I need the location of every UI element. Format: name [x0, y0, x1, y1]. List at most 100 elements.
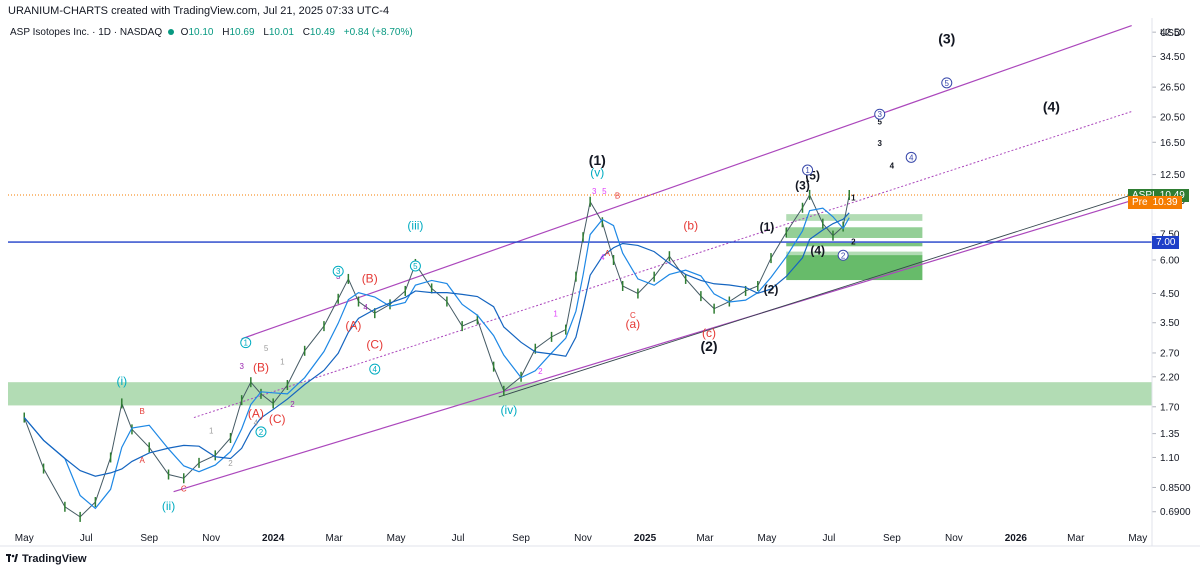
wave-label: 1 [851, 194, 856, 203]
support-zone [786, 227, 923, 238]
y-tick-label: 26.50 [1160, 83, 1185, 94]
support-zone [786, 251, 923, 257]
circled-wave-marker [409, 260, 421, 272]
circled-wave-label: 2 [841, 251, 846, 260]
wave-label: A [605, 249, 611, 258]
wave-label: (3) [938, 31, 955, 47]
y-tick-label: 1.10 [1160, 453, 1180, 464]
channel-lower-line [173, 199, 1132, 493]
tradingview-brand: TradingView [6, 553, 87, 565]
circled-wave-label: 3 [877, 110, 882, 119]
price-tag: 7.00 [1152, 236, 1180, 249]
close-price-line [23, 193, 850, 518]
wave-label: C [630, 311, 636, 320]
wave-label: (4) [810, 243, 825, 257]
x-tick-label: Mar [696, 533, 714, 544]
y-tick-label: 1.35 [1160, 429, 1180, 440]
y-tick-label: 2.70 [1160, 348, 1180, 359]
y-tick-label: 16.50 [1160, 138, 1185, 149]
wave-label: B [615, 191, 620, 200]
wave-label: C [181, 485, 187, 494]
wave-label: 3 [592, 187, 597, 196]
open-value: 10.10 [188, 27, 214, 38]
close-label: C [302, 27, 310, 38]
status-dot-icon [167, 29, 174, 35]
wave-label: 2 [228, 459, 233, 468]
wave-label: (A) [248, 407, 264, 421]
wave-label: (iii) [407, 218, 423, 232]
price-series [23, 189, 850, 522]
wave-label: 5 [877, 118, 882, 127]
chart-axes: 42.5034.5026.5020.5016.5012.5010.007.506… [0, 18, 1200, 547]
open-label: O [180, 27, 189, 38]
wave-label: (2) [700, 338, 717, 354]
price-tag-value: 10.39 [1152, 197, 1178, 208]
x-tick-label: Sep [512, 533, 530, 544]
wave-labels: (i)(ii)(iii)(iv)(v)(1)(2)(3)(4)(a)(b)(c)… [116, 31, 1060, 513]
wave-label: (b) [683, 218, 698, 232]
circled-wave-marker [874, 108, 886, 120]
wave-label: 3 [239, 362, 244, 371]
circled-wave-marker [802, 164, 814, 176]
wave-label: 3 [877, 139, 882, 148]
wave-label: (2) [764, 282, 779, 296]
circled-wave-label: 5 [413, 262, 418, 271]
x-tick-label: Mar [326, 533, 344, 544]
circled-wave-label: 1 [805, 166, 810, 175]
x-tick-label: Jul [452, 533, 465, 544]
x-tick-label: May [15, 533, 34, 544]
y-tick-label: 0.6900 [1160, 507, 1191, 518]
y-tick-label: 3.50 [1160, 318, 1180, 329]
wave-label: (B) [362, 271, 378, 285]
low-value: 10.01 [268, 27, 294, 38]
x-tick-label: May [757, 533, 776, 544]
x-tick-label: Nov [202, 533, 220, 544]
circled-wave-label: 1 [244, 339, 249, 348]
x-tick-label: 2026 [1005, 533, 1028, 544]
circled-wave-marker [837, 249, 849, 261]
x-tick-label: May [1128, 533, 1147, 544]
circled-wave-marker [332, 265, 344, 277]
brand-label: TradingView [22, 553, 87, 565]
symbol-legend: ASP Isotopes Inc. · 1D · NASDAQ O10.10 H… [10, 27, 413, 38]
support-trend-line [498, 194, 1132, 398]
wave-label: 2 [538, 367, 543, 376]
x-tick-label: Sep [883, 533, 901, 544]
y-axis-unit: USD [1160, 28, 1181, 39]
circled-wave-marker [240, 337, 252, 349]
circled-wave-marker [255, 426, 267, 438]
wave-label: 4 [600, 253, 605, 262]
price-tag-name: Pre [1132, 197, 1148, 208]
x-tick-label: Mar [1067, 533, 1085, 544]
wave-label: 4 [254, 418, 259, 427]
support-zone [786, 214, 923, 221]
x-tick-label: 2024 [262, 533, 285, 544]
y-tick-label: 34.50 [1160, 52, 1185, 63]
y-tick-label: 2.20 [1160, 372, 1180, 383]
low-label: L [263, 27, 269, 38]
wave-label: 2 [851, 238, 856, 247]
wave-label: (1) [760, 220, 775, 234]
x-tick-label: Nov [574, 533, 592, 544]
wave-label: 1 [553, 309, 558, 318]
high-value: 10.69 [229, 27, 255, 38]
circled-wave-label: 4 [909, 153, 914, 162]
trend-channel [8, 24, 1152, 493]
close-value: 10.49 [309, 27, 335, 38]
wave-label: A [139, 456, 145, 465]
y-tick-label: 20.50 [1160, 113, 1185, 124]
wave-label: 5 [602, 187, 607, 196]
wave-label: 1 [209, 427, 214, 436]
wave-label: (B) [253, 361, 269, 375]
y-tick-label: 6.00 [1160, 256, 1180, 267]
circled-wave-label: 4 [373, 365, 378, 374]
y-tick-label: 4.50 [1160, 289, 1180, 300]
channel-upper-line [241, 24, 1132, 340]
tradingview-logo-icon [6, 554, 18, 562]
x-tick-label: Nov [945, 533, 963, 544]
wave-label: (c) [702, 326, 716, 340]
wave-label: (4) [1043, 98, 1060, 114]
change-value: +0.84 (+8.70%) [343, 27, 413, 38]
y-tick-label: 1.70 [1160, 402, 1180, 413]
